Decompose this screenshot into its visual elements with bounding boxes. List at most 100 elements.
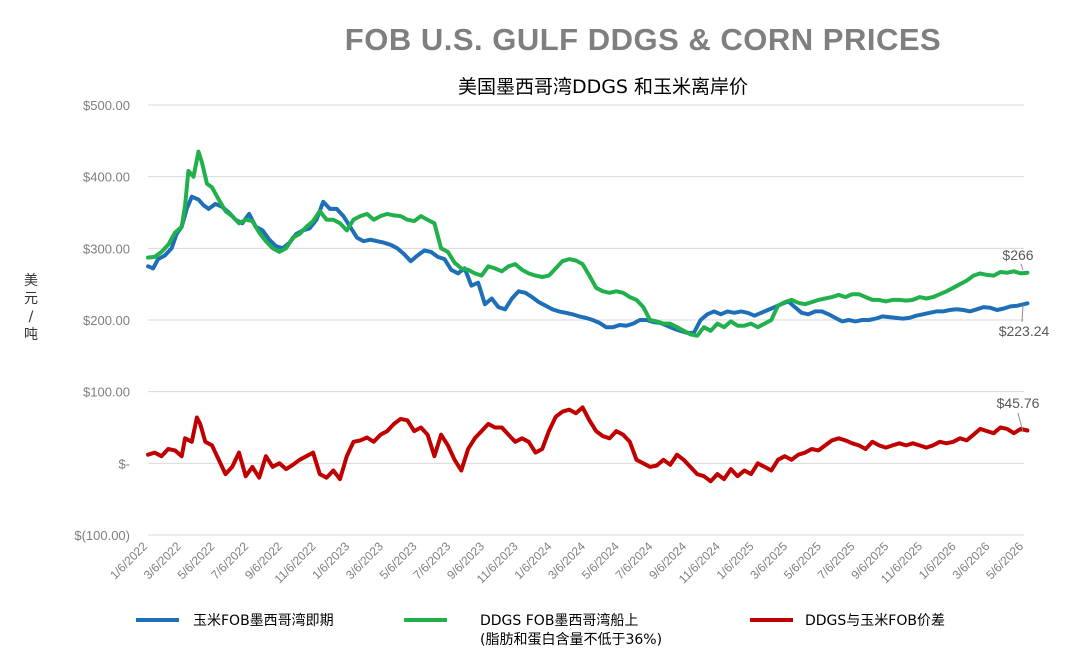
data-point (272, 466, 274, 468)
data-point (797, 302, 799, 304)
data-point (945, 442, 948, 444)
data-point (460, 267, 462, 269)
data-point (174, 449, 176, 451)
series-line-1 (146, 149, 1030, 338)
data-point (231, 466, 233, 468)
data-point (167, 244, 169, 246)
data-point (700, 319, 702, 321)
data-point (720, 313, 722, 315)
data-point (494, 426, 496, 429)
data-point (501, 270, 503, 272)
data-point (437, 256, 439, 258)
data-point (366, 436, 368, 439)
data-point (972, 434, 975, 436)
data-point (595, 287, 597, 289)
data-point (999, 271, 1002, 273)
data-point (710, 330, 712, 332)
data-point (332, 469, 334, 472)
data-point (716, 473, 719, 475)
data-point (373, 441, 375, 443)
data-point (285, 468, 287, 470)
chart-subtitle: 美国墨西哥湾DDGS 和玉米离岸价 (458, 76, 748, 98)
data-point (258, 477, 260, 479)
data-point (952, 441, 954, 443)
data-point (342, 215, 344, 217)
data-point (393, 214, 395, 216)
data-point (844, 296, 847, 298)
data-point (494, 267, 496, 269)
data-point (1020, 428, 1022, 430)
data-point (801, 312, 803, 314)
y-tick-label: $500.00 (83, 98, 130, 113)
data-point (706, 313, 708, 315)
data-point (400, 215, 402, 217)
data-point (824, 444, 826, 446)
data-point (932, 444, 934, 446)
data-point (181, 226, 183, 228)
data-point (726, 310, 729, 312)
data-point (336, 208, 338, 210)
data-point (329, 208, 331, 210)
data-point (585, 317, 587, 319)
data-point (683, 330, 685, 332)
data-point (898, 442, 900, 444)
data-point (379, 434, 382, 436)
data-point (814, 310, 816, 312)
data-point (238, 222, 240, 224)
data-point (669, 464, 671, 466)
data-point (632, 323, 634, 325)
data-point (635, 299, 638, 301)
data-point (265, 240, 267, 242)
y-tick-label: $400.00 (83, 170, 130, 185)
data-point (184, 204, 186, 206)
data-point (218, 459, 220, 461)
data-point (619, 324, 621, 326)
data-point (305, 455, 307, 457)
data-point (433, 222, 435, 224)
data-point (531, 296, 533, 298)
y-axis-ticks: $500.00 $400.00 $300.00 $200.00 $100.00 $- $(1… (74, 98, 130, 543)
legend-label-1: (脂肪和蛋白含量不低于36%) (480, 632, 662, 648)
data-point (447, 251, 449, 253)
data-point (817, 299, 820, 301)
data-point (737, 475, 739, 477)
data-point (218, 199, 220, 201)
data-point (541, 448, 543, 450)
data-point (629, 296, 631, 298)
data-point (184, 437, 186, 439)
data-point (824, 297, 826, 300)
data-point (332, 219, 334, 221)
data-point (204, 441, 206, 443)
data-point (932, 296, 934, 298)
data-point (602, 435, 604, 437)
data-point (147, 454, 149, 456)
data-point (811, 301, 813, 303)
data-point (767, 309, 769, 311)
data-point (558, 310, 560, 312)
data-point (807, 313, 810, 315)
data-point (790, 459, 793, 461)
data-point (959, 283, 961, 285)
annotation-leader (1017, 412, 1024, 433)
data-point (588, 275, 591, 277)
y-axis-label-char: 美 (24, 273, 38, 289)
data-point (615, 290, 617, 292)
data-point (352, 441, 355, 443)
data-point (919, 296, 921, 298)
data-point (892, 299, 894, 301)
data-point (986, 430, 988, 432)
data-point (555, 267, 557, 269)
data-point (197, 199, 200, 201)
data-point (484, 303, 486, 305)
data-point (376, 240, 378, 242)
data-point (969, 310, 971, 312)
data-point (1003, 307, 1005, 310)
data-point (976, 308, 978, 310)
data-point (154, 452, 156, 454)
data-point (945, 290, 948, 292)
data-point (238, 452, 240, 454)
data-point (979, 272, 981, 274)
data-point (979, 428, 981, 430)
data-point (831, 439, 833, 441)
